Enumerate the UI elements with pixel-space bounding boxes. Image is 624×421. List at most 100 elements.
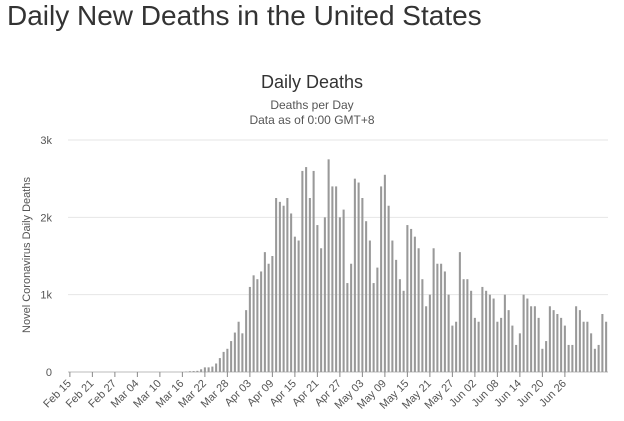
bar (440, 263, 443, 372)
bar (222, 351, 225, 372)
bar (305, 167, 308, 372)
bar (462, 279, 465, 372)
bar (481, 286, 484, 372)
bar (507, 310, 510, 372)
bar (290, 213, 293, 372)
bar (560, 317, 563, 372)
bar (470, 290, 473, 372)
bar (346, 283, 349, 372)
bar (447, 294, 450, 372)
bar (282, 205, 285, 372)
bar (237, 321, 240, 372)
bar (256, 279, 259, 372)
bar (263, 252, 266, 372)
bar (230, 341, 233, 372)
bar (563, 325, 566, 372)
bar (601, 314, 604, 372)
bar (597, 344, 600, 372)
bar (350, 263, 353, 372)
bar (548, 306, 551, 372)
bar (473, 317, 476, 372)
bar (335, 186, 338, 372)
bar (395, 259, 398, 372)
bar (586, 321, 589, 372)
bar (421, 279, 424, 372)
bar (488, 294, 491, 372)
bar (338, 217, 341, 372)
bar (567, 344, 570, 372)
bar (492, 298, 495, 372)
bar (500, 317, 503, 372)
bar (575, 306, 578, 372)
bar (511, 325, 514, 372)
bar (215, 363, 218, 372)
bar (383, 174, 386, 372)
bar (503, 294, 506, 372)
bar (327, 159, 330, 372)
bar (260, 271, 263, 372)
bar (192, 371, 195, 372)
bar (357, 182, 360, 372)
bar (308, 198, 311, 372)
bar (316, 225, 319, 372)
bar (417, 248, 420, 372)
bar (275, 198, 278, 372)
bar (226, 348, 229, 372)
bar (391, 240, 394, 372)
bar (436, 263, 439, 372)
chart-subtitle-line-1: Deaths per Day (270, 98, 353, 112)
bar (200, 369, 203, 372)
bar (368, 240, 371, 372)
bar (571, 344, 574, 372)
bar (406, 225, 409, 372)
bar (518, 333, 521, 372)
y-tick-label: 1k (40, 290, 52, 302)
chart-subtitle-line-2: Data as of 0:00 GMT+8 (249, 113, 374, 127)
bar (477, 321, 480, 372)
bar (398, 279, 401, 372)
bar (312, 170, 315, 372)
bar (515, 344, 518, 372)
bar (522, 294, 525, 372)
y-tick-label: 2k (40, 212, 52, 224)
bar (278, 201, 281, 372)
y-tick-label: 3k (40, 135, 52, 147)
bar (605, 321, 608, 372)
bar (286, 198, 289, 372)
bar (380, 186, 383, 372)
bar (323, 217, 326, 372)
bar (413, 236, 416, 372)
bar (387, 205, 390, 372)
bar (552, 310, 555, 372)
bar (526, 298, 529, 372)
bar (372, 283, 375, 372)
bar (376, 267, 379, 372)
chart-title: Daily Deaths (261, 72, 363, 92)
bar (203, 367, 206, 372)
bar (428, 294, 431, 372)
bar (466, 279, 469, 372)
bar (578, 310, 581, 372)
bar (320, 248, 323, 372)
bar (211, 366, 214, 372)
bar (556, 314, 559, 372)
y-axis-label: Novel Coronavirus Daily Deaths (21, 177, 33, 333)
bar (455, 321, 458, 372)
bar (458, 252, 461, 372)
bar (582, 321, 585, 372)
bar (252, 275, 255, 372)
bar (301, 170, 304, 372)
bar (533, 306, 536, 372)
bar (410, 228, 413, 372)
bar (432, 248, 435, 372)
bar (188, 371, 191, 372)
bar (297, 240, 300, 372)
y-tick-label: 0 (46, 367, 52, 379)
bar (425, 306, 428, 372)
bar (218, 358, 221, 372)
bar (267, 263, 270, 372)
bar (271, 256, 274, 372)
bar (537, 317, 540, 372)
bar (530, 306, 533, 372)
